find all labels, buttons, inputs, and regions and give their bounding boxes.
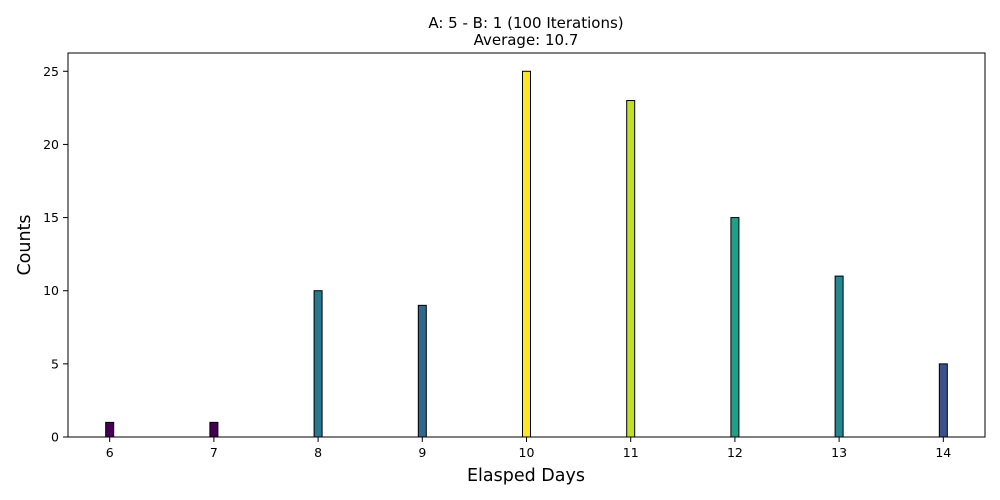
y-axis-label: Counts	[15, 214, 35, 275]
x-axis-ticks: 6 7 8 9 10 11 12 13 14	[106, 437, 951, 460]
x-tick-label: 12	[727, 445, 743, 460]
chart-title: A: 5 - B: 1 (100 Iterations)	[428, 14, 623, 32]
bar-9	[417, 304, 427, 438]
bar-13	[834, 275, 844, 438]
y-tick-label: 5	[51, 356, 59, 371]
x-tick-label: 8	[314, 445, 322, 460]
y-tick-label: 20	[43, 137, 59, 152]
x-tick-label: 14	[935, 445, 951, 460]
plot-frame	[67, 52, 986, 438]
x-tick-label: 10	[519, 445, 535, 460]
y-tick-label: 15	[43, 210, 59, 225]
x-tick-label: 9	[418, 445, 426, 460]
y-tick-label: 10	[43, 283, 59, 298]
y-tick-label: 25	[43, 64, 59, 79]
x-tick-label: 7	[210, 445, 218, 460]
bar-11	[626, 100, 636, 438]
x-tick-label: 11	[623, 445, 639, 460]
y-tick-label: 0	[51, 430, 59, 445]
x-axis-label: Elasped Days	[467, 466, 585, 486]
bar-6	[105, 421, 115, 438]
bar-8	[313, 290, 323, 438]
bar-7	[209, 421, 219, 438]
x-tick-label: 6	[106, 445, 114, 460]
bar-12	[730, 217, 740, 438]
bars-group	[105, 70, 948, 438]
bar-10	[522, 70, 531, 438]
y-axis-ticks: 0 5 10 15 20 25	[43, 64, 68, 445]
chart-subtitle: Average: 10.7	[474, 31, 579, 49]
bar-14	[938, 363, 948, 438]
x-tick-label: 13	[831, 445, 847, 460]
